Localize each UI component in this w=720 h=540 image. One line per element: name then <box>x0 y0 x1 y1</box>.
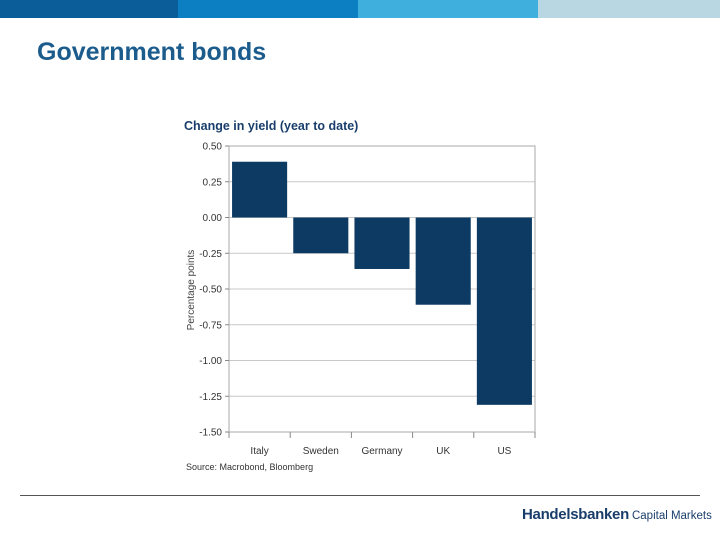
header-bar-segment <box>538 0 720 18</box>
y-tick-label: -0.75 <box>199 320 222 331</box>
header-bar-segment <box>178 0 358 18</box>
x-tick-label: Germany <box>361 446 402 457</box>
y-tick-label: -1.50 <box>199 428 222 439</box>
y-tick-label: -1.25 <box>199 392 222 403</box>
y-tick-label: 0.00 <box>203 213 223 224</box>
bar-sweden <box>293 217 349 254</box>
x-tick-label: Italy <box>250 446 268 457</box>
x-tick-label: US <box>497 446 511 457</box>
y-tick-label: 0.50 <box>203 142 223 153</box>
bar-us <box>476 217 532 405</box>
slide-title: Government bonds <box>37 38 267 66</box>
y-tick-label: -1.00 <box>199 356 222 367</box>
y-tick-label: -0.50 <box>199 285 222 296</box>
bar-germany <box>354 217 410 269</box>
source-note: Source: Macrobond, Bloomberg <box>186 462 313 472</box>
y-tick-label: 0.25 <box>203 177 223 188</box>
header-bar-segment <box>0 0 178 18</box>
header-bar-segment <box>358 0 538 18</box>
y-axis-label: Percentage points <box>186 250 197 331</box>
y-tick-label: -0.25 <box>199 249 222 260</box>
brand-name: Handelsbanken <box>522 506 629 523</box>
header-color-bar <box>0 0 720 18</box>
footer-divider <box>20 495 700 496</box>
chart-title: Change in yield (year to date) <box>184 119 358 133</box>
brand-logo: Handelsbanken Capital Markets <box>522 506 712 524</box>
brand-subtitle: Capital Markets <box>631 510 712 522</box>
x-tick-label: Sweden <box>303 446 339 457</box>
bar-uk <box>415 217 471 305</box>
bar-italy <box>232 161 288 218</box>
x-tick-label: UK <box>436 446 450 457</box>
